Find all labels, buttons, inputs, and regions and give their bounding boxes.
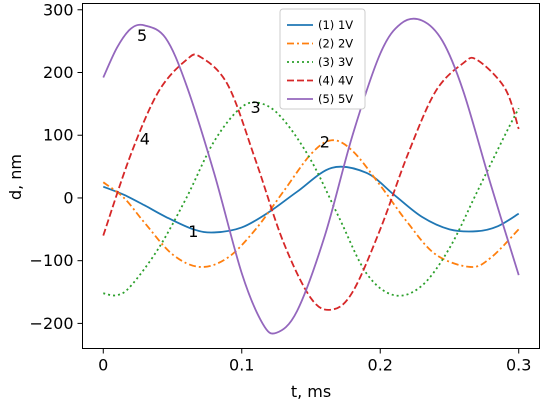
x-tick-label: 0.2 [368,356,393,375]
x-tick-label: 0.1 [229,356,254,375]
x-axis-ticks: 0 0.1 0.2 0.3 [98,348,531,375]
y-tick-label: −100 [30,251,74,270]
series-line-4 [102,53,520,311]
series-line-1 [102,165,520,234]
y-axis-title: d, nm [6,154,25,200]
y-tick-label: 100 [43,126,74,145]
legend-label-4: (4) 4V [318,74,353,88]
y-tick-label: 200 [43,63,74,82]
series-layer [102,17,520,335]
curve-label-4: 4 [140,129,150,148]
curve-label-1: 1 [188,222,198,241]
y-tick-label: 300 [43,0,74,19]
x-tick-label: 0 [98,356,108,375]
x-axis-title: t, ms [291,382,331,401]
series-line-5 [102,17,520,335]
x-tick-label: 0.3 [506,356,531,375]
curve-label-3: 3 [251,98,261,117]
y-tick-label: −200 [30,314,74,333]
legend-box [279,8,366,110]
legend-label-2: (2) 2V [318,37,353,51]
curve-label-2: 2 [320,133,330,152]
legend-entries: (1) 1V (2) 2V (3) 3V (4) 4V (5) 5V [287,18,353,106]
y-tick-label: 0 [63,188,73,207]
curve-label-5: 5 [137,26,147,45]
legend-label-3: (3) 3V [318,55,353,69]
curve-annotations: 1 2 3 4 5 [137,26,330,241]
legend-label-1: (1) 1V [318,18,353,32]
legend: (1) 1V (2) 2V (3) 3V (4) 4V (5) 5V [279,8,366,110]
y-axis-ticks: −200 −100 0 100 200 300 [30,0,83,333]
legend-label-5: (5) 5V [318,92,353,106]
